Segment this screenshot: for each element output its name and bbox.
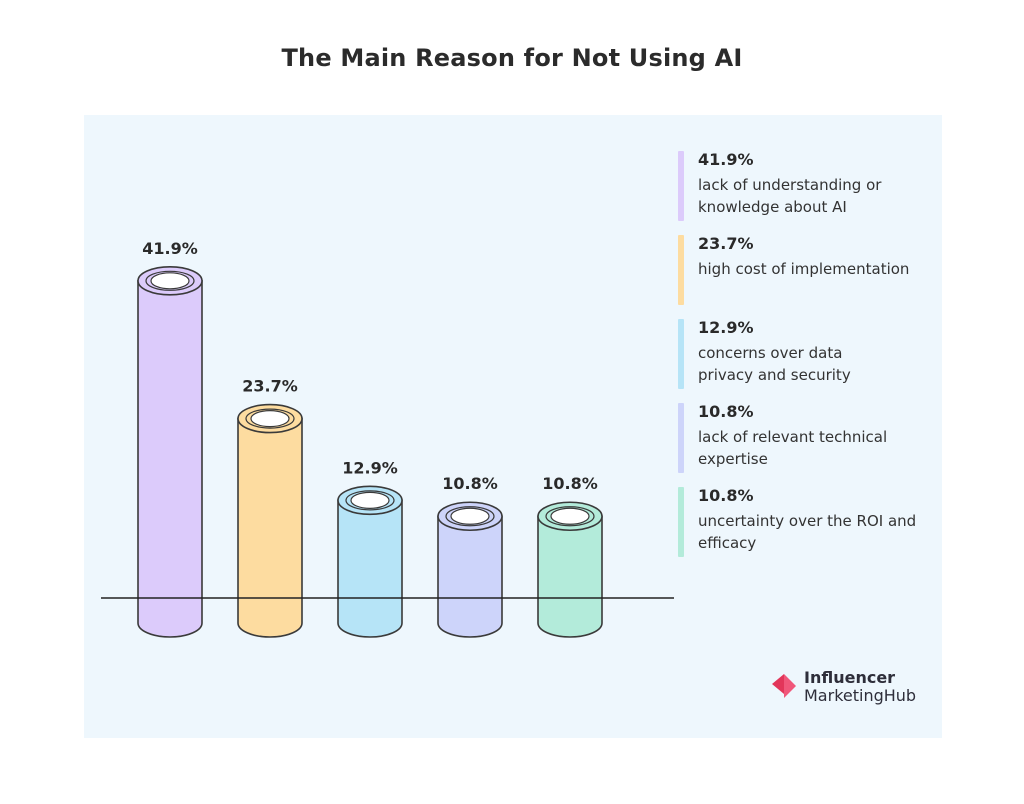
- legend-swatch: [678, 235, 684, 305]
- bar-4: [437, 501, 503, 638]
- legend-item: 23.7% high cost of implementation: [678, 233, 938, 317]
- chart-legend: 41.9% lack of understanding or knowledge a…: [678, 149, 938, 569]
- data-label: 12.9%: [342, 458, 398, 477]
- brand-logo-line2: MarketingHub: [804, 686, 917, 705]
- data-label: 10.8%: [542, 474, 598, 493]
- chart-plot: 41.9% 23.7% 12.9% 10.8% 10.8%: [101, 239, 674, 638]
- bar-top-ring: [445, 506, 495, 527]
- bar-top-hole: [350, 491, 390, 509]
- legend-item: 10.8% uncertainty over the ROI and efficac…: [678, 485, 938, 569]
- bar-body: [437, 515, 503, 638]
- legend-item: 41.9% lack of understanding or knowledge a…: [678, 149, 938, 233]
- legend-value: 41.9%: [698, 150, 754, 169]
- bar-2: [237, 403, 303, 638]
- bar-top-ring: [545, 506, 595, 527]
- legend-label: lack of relevant technical expertise: [698, 428, 888, 468]
- bar-top-hole: [250, 409, 290, 428]
- legend-label: high cost of implementation: [698, 260, 910, 278]
- legend-label: uncertainty over the ROI and efficacy: [698, 512, 917, 552]
- brand-logo-icon: [772, 674, 796, 698]
- bar-body: [537, 515, 603, 638]
- legend-swatch: [678, 403, 684, 473]
- data-label: 41.9%: [142, 239, 198, 258]
- brand-logo-line1: Influencer: [804, 668, 896, 687]
- bar-top-ring: [345, 490, 395, 511]
- bar-top-hole: [450, 507, 490, 525]
- chart-title: The Main Reason for Not Using AI: [281, 44, 743, 72]
- legend-item: 12.9% concerns over data privacy and secur…: [678, 317, 938, 401]
- data-label: 10.8%: [442, 474, 498, 493]
- bar-body: [237, 417, 303, 638]
- legend-value: 10.8%: [698, 486, 754, 505]
- legend-label: lack of understanding or knowledge about …: [698, 176, 882, 216]
- bar-top-hole: [550, 507, 590, 525]
- bar-top-hole: [150, 272, 190, 290]
- legend-swatch: [678, 487, 684, 557]
- bar-5: [537, 501, 603, 638]
- legend-value: 12.9%: [698, 318, 754, 337]
- legend-swatch: [678, 319, 684, 389]
- legend-swatch: [678, 151, 684, 221]
- bar-1: [137, 266, 203, 638]
- legend-value: 10.8%: [698, 402, 754, 421]
- bar-body: [137, 280, 203, 638]
- legend-item: 10.8% lack of relevant technical expertise: [678, 401, 938, 485]
- data-label: 23.7%: [242, 377, 298, 396]
- bar-3: [337, 485, 403, 638]
- bar-top-ring: [245, 408, 295, 429]
- chart-panel: 41.9% 23.7% 12.9% 10.8% 10.8% 41.9% lack of u…: [84, 115, 942, 738]
- bar-top-ring: [145, 270, 195, 291]
- legend-value: 23.7%: [698, 234, 754, 253]
- bar-body: [337, 499, 403, 638]
- legend-label: concerns over data privacy and security: [698, 344, 851, 384]
